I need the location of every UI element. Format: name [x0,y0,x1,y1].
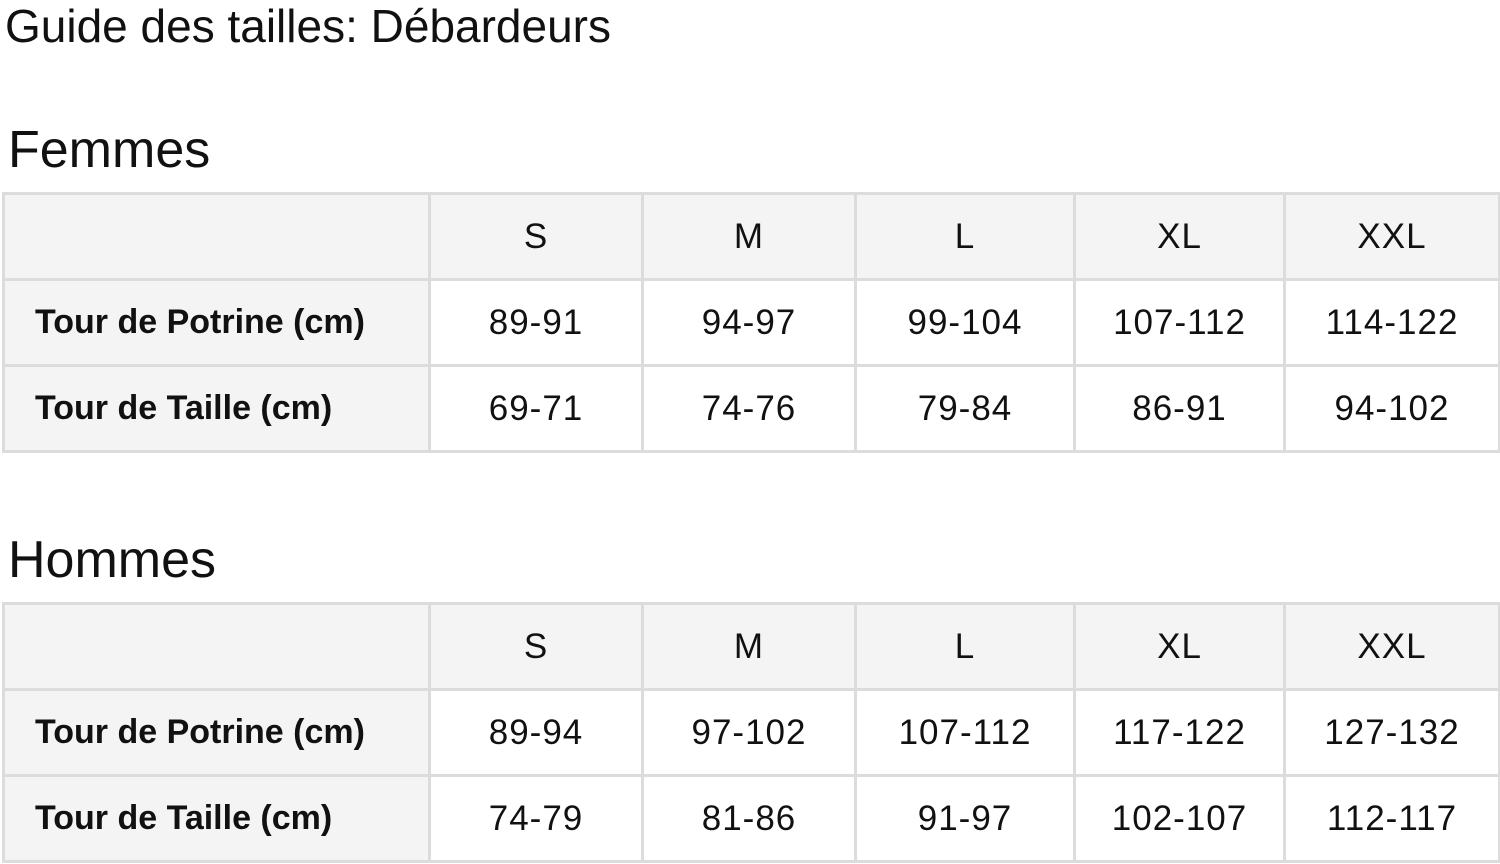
row-label: Tour de Taille (cm) [2,774,431,863]
corner-cell [2,192,431,281]
table-row: Tour de Taille (cm) 74-79 81-86 91-97 102-10… [2,774,1500,863]
corner-cell [2,602,431,691]
row-label: Tour de Potrine (cm) [2,688,431,777]
measurement-cell: 94-102 [1283,364,1500,453]
size-header: XXL [1283,602,1500,691]
size-header: L [854,602,1076,691]
table-row: Tour de Potrine (cm) 89-94 97-102 107-112 11… [2,688,1500,777]
measurement-cell: 97-102 [641,688,857,777]
measurement-cell: 89-94 [428,688,644,777]
measurement-cell: 117-122 [1073,688,1286,777]
measurement-cell: 74-79 [428,774,644,863]
measurement-cell: 91-97 [854,774,1076,863]
table-row: Tour de Potrine (cm) 89-91 94-97 99-104 107-… [2,278,1500,367]
size-header: S [428,602,644,691]
measurement-cell: 69-71 [428,364,644,453]
size-header: M [641,602,857,691]
row-label: Tour de Potrine (cm) [2,278,431,367]
measurement-cell: 79-84 [854,364,1076,453]
size-table-hommes: S M L XL XXL Tour de Potrine (cm) 89-94 97-102 1… [2,602,1500,863]
measurement-cell: 127-132 [1283,688,1500,777]
size-header: M [641,192,857,281]
section-heading-femmes: Femmes [8,121,211,179]
measurement-cell: 74-76 [641,364,857,453]
measurement-cell: 81-86 [641,774,857,863]
header-row: S M L XL XXL [2,192,1500,281]
size-header: XXL [1283,192,1500,281]
table-row: Tour de Taille (cm) 69-71 74-76 79-84 86-91 9… [2,364,1500,453]
measurement-cell: 86-91 [1073,364,1286,453]
size-header: L [854,192,1076,281]
row-label: Tour de Taille (cm) [2,364,431,453]
size-header: XL [1073,192,1286,281]
measurement-cell: 102-107 [1073,774,1286,863]
measurement-cell: 107-112 [854,688,1076,777]
page-title: Guide des tailles: Débardeurs [5,0,611,52]
section-heading-hommes: Hommes [8,531,217,589]
size-header: XL [1073,602,1286,691]
measurement-cell: 114-122 [1283,278,1500,367]
measurement-cell: 107-112 [1073,278,1286,367]
measurement-cell: 99-104 [854,278,1076,367]
measurement-cell: 94-97 [641,278,857,367]
size-header: S [428,192,644,281]
size-table-femmes: S M L XL XXL Tour de Potrine (cm) 89-91 94-97 99… [2,192,1500,453]
measurement-cell: 112-117 [1283,774,1500,863]
header-row: S M L XL XXL [2,602,1500,691]
measurement-cell: 89-91 [428,278,644,367]
